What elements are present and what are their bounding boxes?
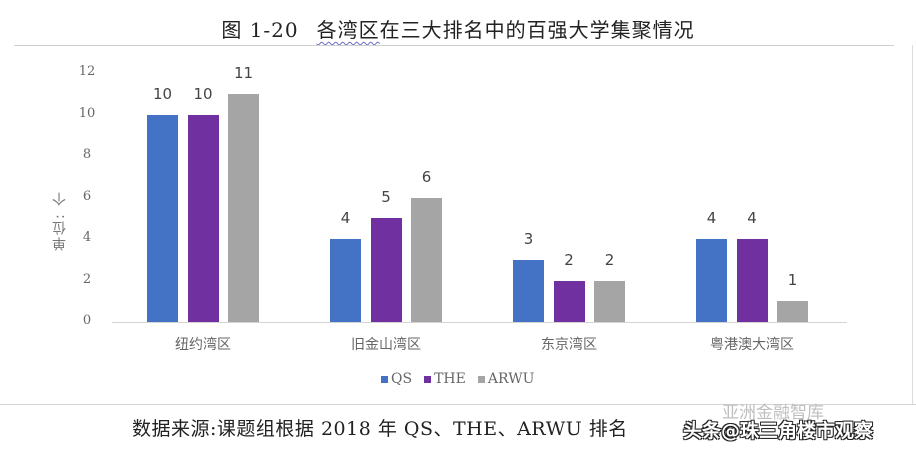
y-tick-label: 2	[82, 271, 92, 287]
legend-swatch-the	[424, 375, 432, 383]
bar-value-label: 4	[340, 209, 351, 227]
bar-arwu	[228, 93, 259, 322]
bar-value-label: 1	[787, 271, 798, 290]
watermark-top: 亚洲金融智库	[722, 403, 824, 423]
bar-value-label: 5	[381, 188, 391, 207]
legend-label-arwu: ARWU	[487, 371, 535, 387]
x-category-label: 东京湾区	[541, 337, 597, 353]
bar-value-label: 11	[233, 63, 254, 82]
bar-the	[553, 280, 585, 322]
bar-the	[187, 114, 219, 322]
bar-value-label: 4	[706, 209, 717, 227]
y-tick-label: 0	[82, 313, 92, 328]
bar-the	[370, 218, 402, 322]
legend-item-qs: QS	[381, 371, 412, 387]
legend-item-arwu: ARWU	[477, 371, 535, 387]
bar-arwu	[777, 301, 808, 322]
legend: QS THE ARWU	[381, 371, 534, 387]
legend-label-qs: QS	[391, 371, 413, 387]
figure-number: 图 1-20	[221, 18, 299, 42]
y-tick-label: 8	[82, 147, 92, 162]
bar-value-label: 3	[523, 229, 534, 248]
top-divider	[14, 45, 894, 46]
title-underlined-text: 各湾区	[316, 18, 380, 42]
bar-qs	[330, 239, 361, 322]
bar-qs	[147, 114, 178, 322]
x-category-label: 旧金山湾区	[351, 337, 421, 353]
x-axis-line	[112, 322, 847, 323]
x-category-label: 粤港澳大湾区	[710, 337, 794, 353]
bar-value-label: 4	[747, 209, 757, 227]
watermark-bottom: 头条@珠三角楼市观察	[683, 420, 874, 442]
source-note: 数据来源:课题组根据 2018 年 QS、THE、ARWU 排名	[132, 418, 628, 440]
bar-the	[736, 239, 768, 322]
bar-value-label: 2	[564, 250, 574, 269]
bar-value-label: 2	[604, 250, 615, 269]
legend-swatch-qs	[381, 375, 388, 383]
legend-item-the: THE	[424, 371, 466, 387]
bottom-divider	[0, 404, 916, 405]
bar-qs	[513, 259, 544, 322]
chart-title: 图 1-20 各湾区在三大排名中的百强大学集聚情况	[0, 14, 916, 43]
legend-label-the: THE	[434, 371, 466, 387]
bar-value-label: 10	[193, 84, 213, 103]
y-tick-label: 6	[82, 188, 92, 204]
bar-value-label: 10	[152, 84, 173, 103]
y-tick-label: 4	[82, 230, 92, 245]
y-tick-label: 10	[78, 105, 96, 121]
right-border	[912, 45, 913, 405]
bar-value-label: 6	[421, 167, 432, 186]
bar-qs	[696, 239, 727, 322]
title-text: 在三大排名中的百强大学集聚情况	[379, 18, 695, 42]
bar-arwu	[594, 280, 625, 322]
bar-arwu	[411, 197, 442, 322]
x-category-label: 纽约湾区	[175, 337, 231, 353]
y-axis-label: 单位: 个	[52, 189, 68, 251]
legend-swatch-arwu	[477, 375, 485, 383]
y-tick-label: 12	[78, 64, 96, 79]
